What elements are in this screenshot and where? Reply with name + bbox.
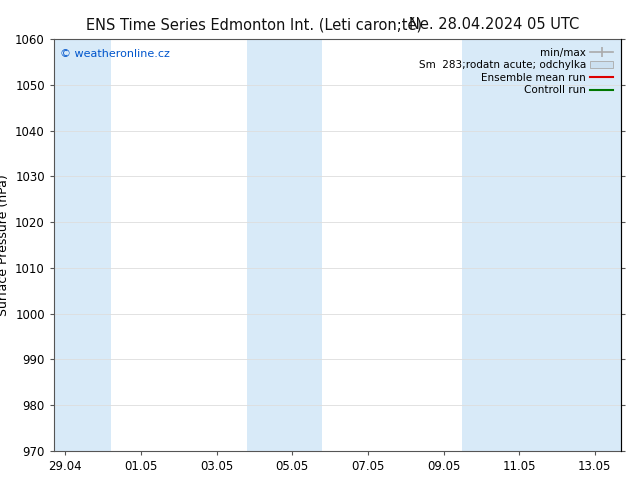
Text: © weatheronline.cz: © weatheronline.cz [60,49,169,59]
Bar [462,39,621,451]
Text: Ne. 28.04.2024 05 UTC: Ne. 28.04.2024 05 UTC [410,17,579,32]
Bar [54,39,110,451]
Text: ENS Time Series Edmonton Int. (Leti caron;tě): ENS Time Series Edmonton Int. (Leti caro… [86,17,422,33]
Bar [247,39,323,451]
Legend: min/max, Sm  283;rodatn acute; odchylka, Ensemble mean run, Controll run: min/max, Sm 283;rodatn acute; odchylka, … [415,45,616,98]
Y-axis label: Surface Pressure (hPa): Surface Pressure (hPa) [0,174,10,316]
